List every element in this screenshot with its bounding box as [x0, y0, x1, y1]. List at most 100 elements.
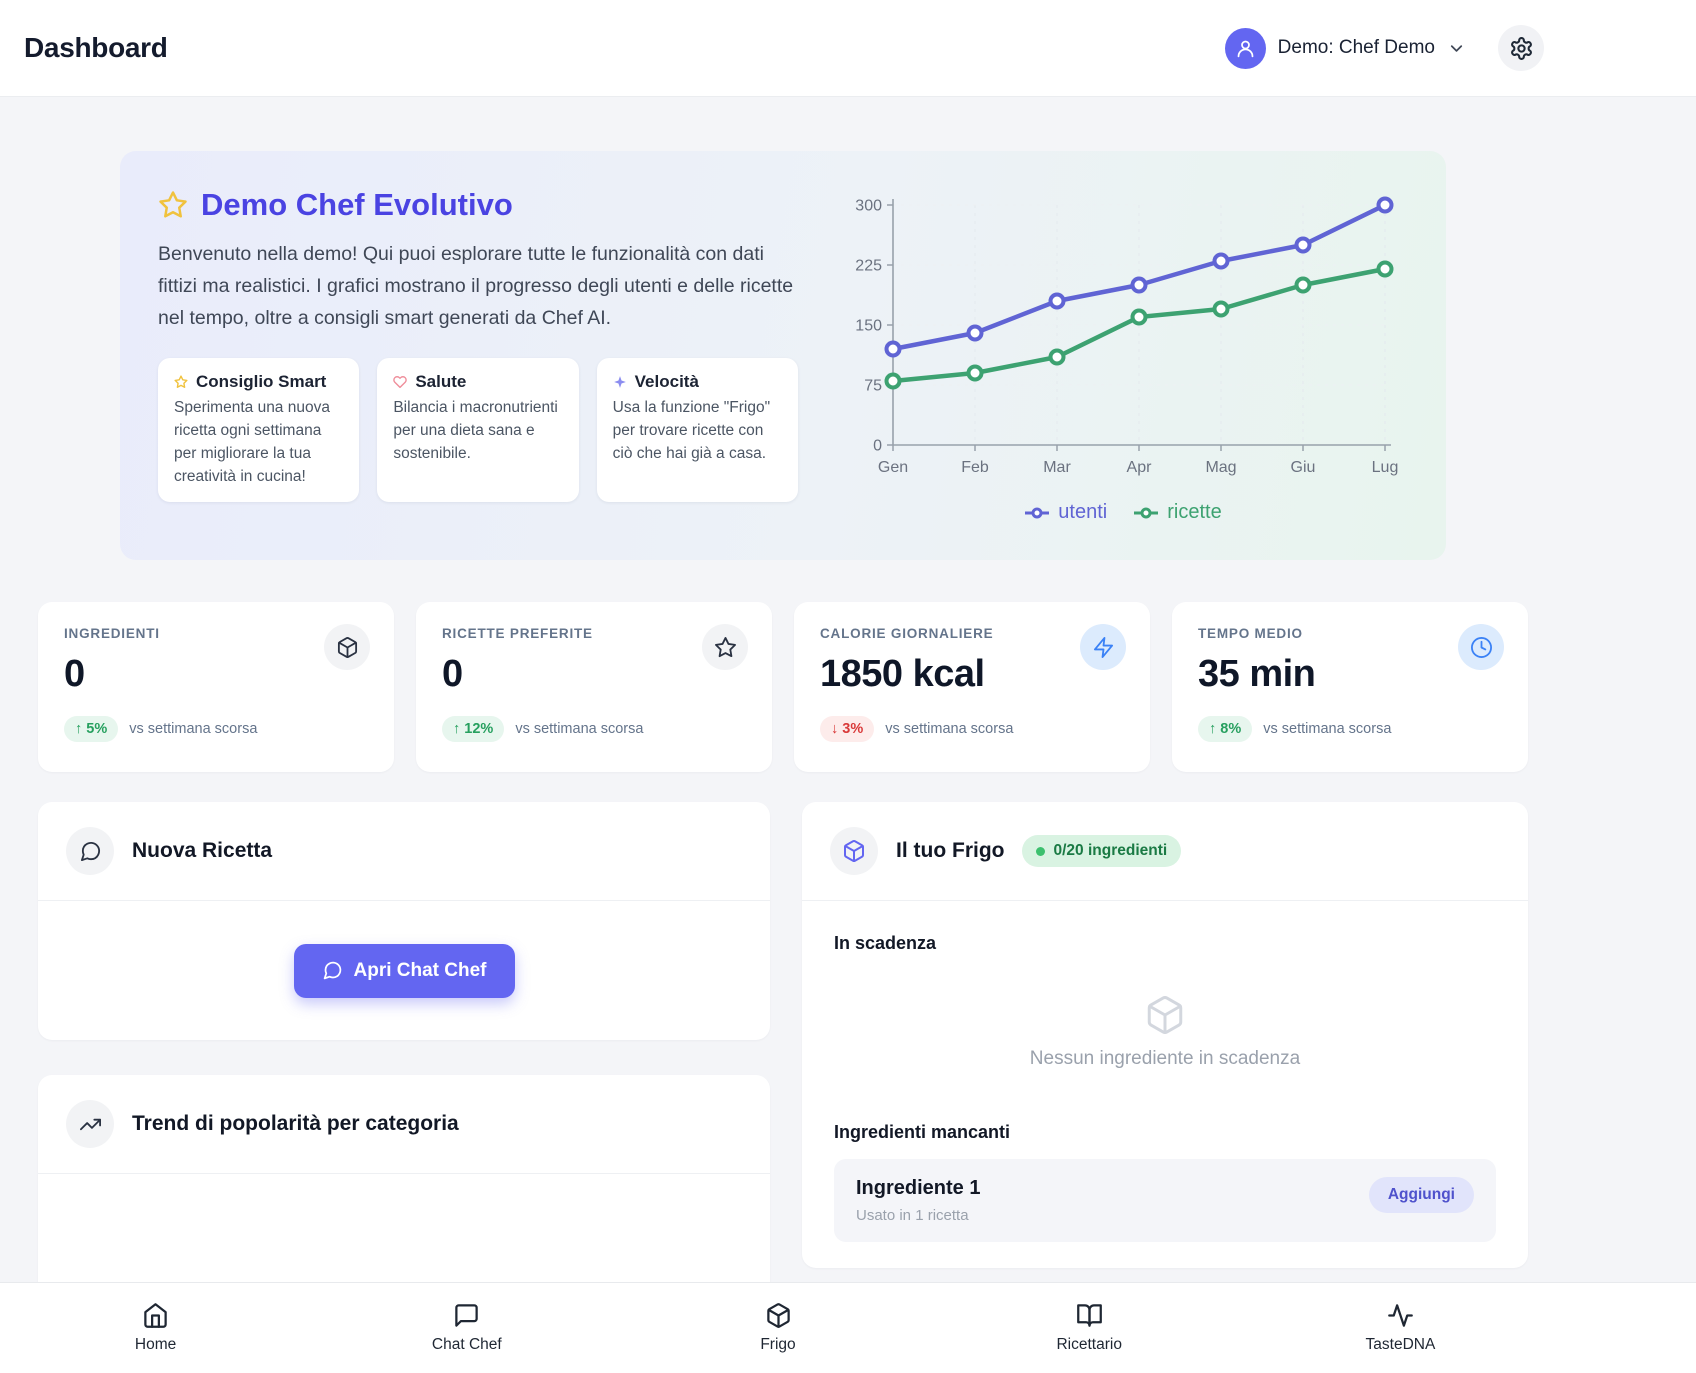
fridge-card: Il tuo Frigo 0/20 ingredienti In scadenz…	[802, 802, 1528, 1268]
nav-item-frigo[interactable]: Frigo	[622, 1283, 933, 1373]
user-name: Demo: Chef Demo	[1277, 37, 1435, 58]
stat-card-calorie: CALORIE GIORNALIERE 1850 kcal ↓ 3% vs se…	[794, 602, 1150, 772]
package-icon	[830, 827, 878, 875]
missing-section-title: Ingredienti mancanti	[834, 1122, 1011, 1142]
home-icon	[142, 1302, 169, 1329]
heart-icon	[393, 375, 408, 389]
package-icon	[765, 1302, 792, 1329]
tip-text: Usa la funzione "Frigo" per trovare rice…	[612, 399, 771, 462]
fridge-count-badge: 0/20 ingredienti	[1022, 835, 1182, 867]
package-icon	[834, 994, 1496, 1036]
star-icon	[174, 375, 188, 389]
book-open-icon	[1076, 1302, 1103, 1329]
nav-label: Ricettario	[1056, 1336, 1122, 1353]
tip-card-consiglio-smart: Consiglio Smart Sperimenta una nuova ric…	[158, 358, 360, 503]
stat-card-ricette-preferite: RICETTE PREFERITE 0 ↑ 12% vs settimana s…	[416, 602, 772, 772]
user-menu[interactable]: Demo: Chef Demo	[1224, 27, 1466, 69]
missing-ingredient-row: Ingrediente 1 Usato in 1 ricetta Aggiung…	[834, 1159, 1496, 1242]
delta-note: vs settimana scorsa	[885, 721, 1014, 737]
chat-bubble-icon	[322, 960, 343, 981]
tip-title: Velocità	[634, 372, 699, 392]
delta-note: vs settimana scorsa	[515, 721, 644, 737]
activity-pulse-icon	[1387, 1302, 1414, 1329]
add-ingredient-button[interactable]: Aggiungi	[1368, 1177, 1474, 1213]
expiring-section-title: In scadenza	[834, 933, 937, 953]
trend-card: Trend di popolarità per categoria	[38, 1075, 770, 1304]
nav-item-tastedna[interactable]: TasteDNA	[1245, 1283, 1556, 1373]
stat-label: TEMPO MEDIO	[1198, 626, 1303, 641]
nav-item-chat-chef[interactable]: Chat Chef	[311, 1283, 622, 1373]
page-title: Dashboard	[24, 32, 168, 63]
stat-card-tempo-medio: TEMPO MEDIO 35 min ↑ 8% vs settimana sco…	[1172, 602, 1528, 772]
star-icon	[702, 624, 748, 670]
package-icon	[324, 624, 370, 670]
tip-card-salute: Salute Bilancia i macronutrienti per una…	[377, 358, 579, 503]
svg-text:Giu: Giu	[1291, 459, 1316, 476]
delta-note: vs settimana scorsa	[1263, 721, 1392, 737]
card-title: Trend di popolarità per categoria	[132, 1112, 459, 1135]
card-title: Il tuo Frigo	[896, 839, 1005, 862]
nav-label: TasteDNA	[1365, 1336, 1436, 1353]
stat-value: 1850 kcal	[820, 653, 985, 695]
delta-badge: ↑ 5%	[64, 716, 119, 742]
stat-value: 0	[442, 653, 463, 695]
delta-badge: ↓ 3%	[820, 716, 875, 742]
stats-row: INGREDIENTI 0 ↑ 5% vs settimana scorsa R…	[38, 602, 1528, 772]
ingredient-name: Ingrediente 1	[856, 1177, 981, 1199]
tip-title: Consiglio Smart	[196, 372, 327, 392]
chat-bubble-icon	[453, 1302, 480, 1329]
clock-icon	[1458, 624, 1504, 670]
open-chat-chef-button[interactable]: Apri Chat Chef	[293, 943, 515, 998]
svg-text:Apr: Apr	[1127, 459, 1153, 476]
legend-item-ricette: ricette	[1133, 501, 1222, 524]
settings-button[interactable]	[1498, 25, 1544, 71]
avatar[interactable]	[1224, 27, 1266, 69]
svg-text:300: 300	[855, 198, 882, 215]
green-dot-icon	[1036, 846, 1046, 856]
svg-text:Lug: Lug	[1372, 459, 1399, 476]
svg-text:Feb: Feb	[961, 459, 989, 476]
expiring-empty-state: Nessun ingrediente in scadenza	[834, 954, 1496, 1122]
app-header: Dashboard Demo: Chef Demo	[0, 0, 1696, 97]
tip-text: Sperimenta una nuova ricetta ogni settim…	[174, 399, 330, 485]
user-icon	[1235, 38, 1256, 59]
empty-text: Nessun ingrediente in scadenza	[1029, 1048, 1301, 1069]
stat-label: CALORIE GIORNALIERE	[820, 626, 994, 641]
star-icon	[158, 190, 188, 220]
ingredient-usage: Usato in 1 ricetta	[856, 1207, 969, 1224]
nav-item-ricettario[interactable]: Ricettario	[934, 1283, 1245, 1373]
sparkle-icon	[613, 375, 627, 389]
svg-text:0: 0	[873, 438, 882, 455]
chevron-down-icon	[1447, 39, 1466, 58]
delta-badge: ↑ 8%	[1198, 716, 1253, 742]
svg-text:Gen: Gen	[878, 459, 908, 476]
hero-title: Demo Chef Evolutivo	[201, 187, 513, 222]
chat-bubble-icon	[66, 827, 114, 875]
tip-text: Bilancia i macronutrienti per una dieta …	[393, 399, 558, 462]
nav-label: Chat Chef	[431, 1336, 502, 1353]
tip-card-velocita: Velocità Usa la funzione "Frigo" per tro…	[596, 358, 798, 503]
new-recipe-card: Nuova Ricetta Apri Chat Chef	[38, 802, 770, 1040]
stat-value: 35 min	[1198, 653, 1316, 695]
stat-label: INGREDIENTI	[64, 626, 160, 641]
svg-text:Mar: Mar	[1043, 459, 1071, 476]
svg-text:75: 75	[864, 378, 882, 395]
progress-line-chart: 0 75 150 225 300 Gen Feb Mar Apr Mag Giu Lug	[855, 196, 1399, 476]
legend-item-utenti: utenti	[1024, 501, 1107, 524]
hero-description: Benvenuto nella demo! Qui puoi esplorare…	[158, 243, 794, 329]
stat-label: RICETTE PREFERITE	[442, 626, 593, 641]
svg-text:150: 150	[855, 318, 882, 335]
tip-title: Salute	[415, 372, 467, 392]
lightning-icon	[1080, 624, 1126, 670]
card-title: Nuova Ricetta	[132, 839, 273, 862]
svg-text:225: 225	[855, 258, 882, 275]
chart-legend: utenti ricette	[1024, 501, 1222, 524]
stat-card-ingredienti: INGREDIENTI 0 ↑ 5% vs settimana scorsa	[38, 602, 394, 772]
svg-text:Mag: Mag	[1205, 459, 1236, 476]
trending-up-icon	[66, 1100, 114, 1148]
delta-badge: ↑ 12%	[442, 716, 505, 742]
hero-banner: Demo Chef Evolutivo Benvenuto nella demo…	[120, 151, 1446, 560]
nav-label: Home	[134, 1336, 177, 1353]
nav-item-home[interactable]: Home	[0, 1283, 311, 1373]
stat-value: 0	[64, 653, 85, 695]
